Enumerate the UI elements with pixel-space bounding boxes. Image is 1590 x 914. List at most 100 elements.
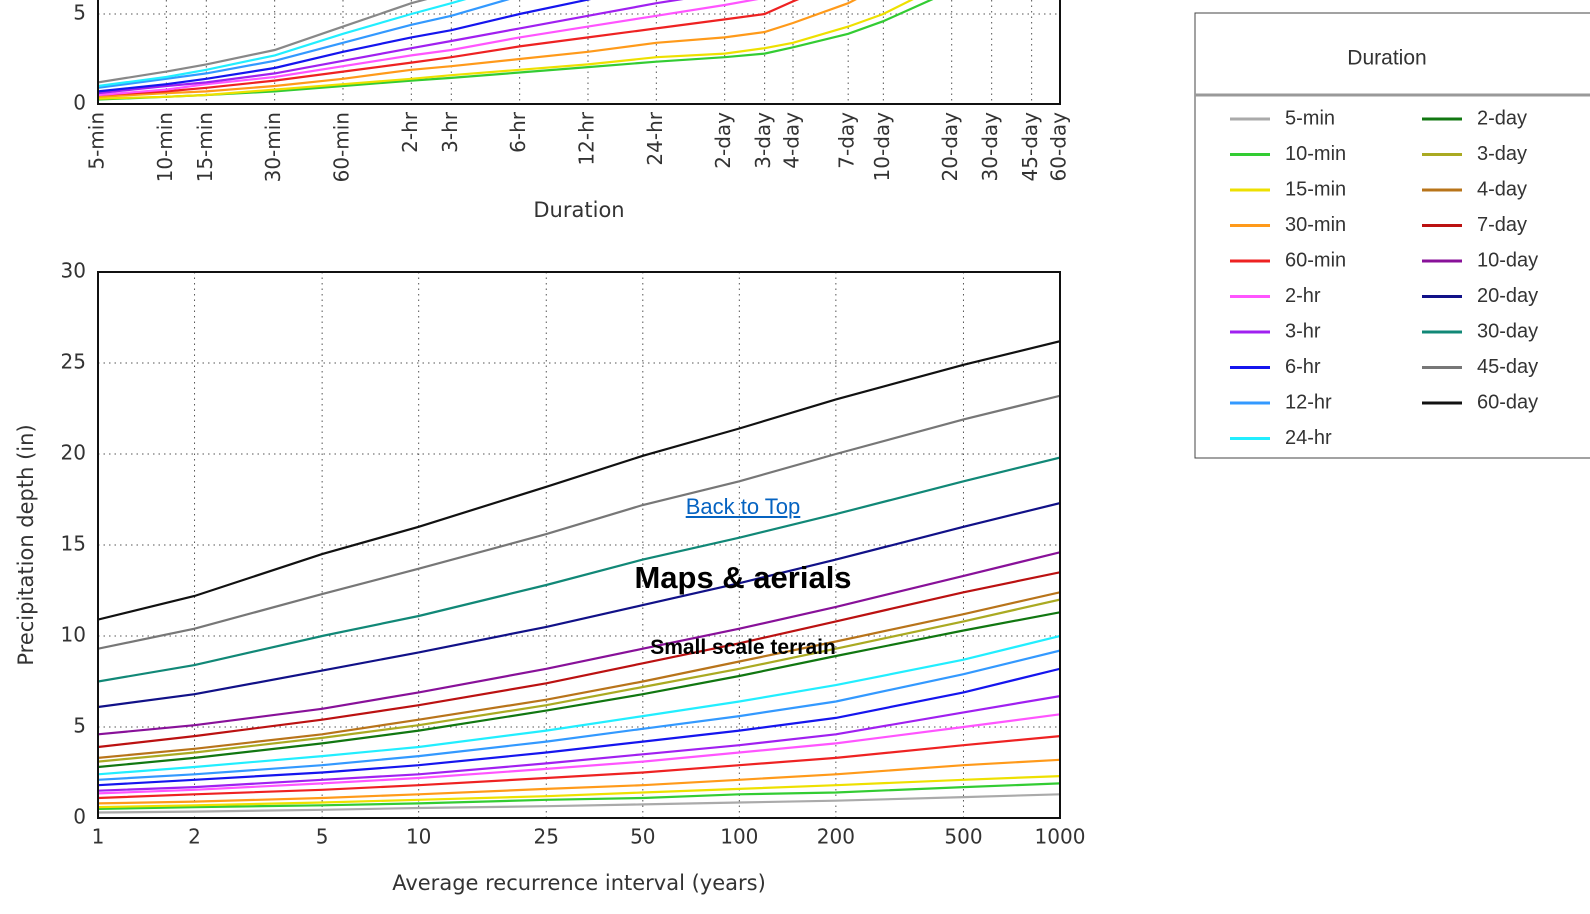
- series-line: [98, 0, 914, 100]
- x-tick-label: 5-min: [85, 112, 109, 170]
- x-tick-label: 12-hr: [574, 111, 598, 165]
- legend-label: 60-day: [1477, 391, 1538, 413]
- x-tick-label: 2-day: [711, 112, 735, 169]
- series-line: [98, 611, 1060, 769]
- legend-label: 12-hr: [1285, 391, 1332, 413]
- y-tick-label: 10: [61, 623, 86, 647]
- y-tick-label: 25: [61, 350, 86, 374]
- y-tick-label: 30: [61, 259, 86, 283]
- y-axis-label: Precipitation depth (in): [14, 424, 38, 665]
- section-subheading: Small scale terrain: [650, 636, 836, 659]
- lines: [98, 0, 934, 101]
- series-line: [98, 782, 1060, 810]
- y-tick-label: 15: [61, 532, 86, 556]
- series-line: [98, 598, 1060, 763]
- y-tick-label: 0: [73, 91, 86, 115]
- series-line: [98, 551, 1060, 736]
- x-tick-label: 20-day: [938, 112, 962, 182]
- legend-label: 30-day: [1477, 320, 1538, 342]
- legend-label: 45-day: [1477, 356, 1538, 378]
- lines: [98, 340, 1060, 814]
- legend-box: [1194, 12, 1590, 459]
- x-tick-label: 2: [188, 825, 201, 849]
- legend-label: 4-day: [1477, 178, 1527, 200]
- legend-label: 24-hr: [1285, 427, 1332, 449]
- x-axis-label: Duration: [533, 198, 624, 222]
- y-tick-label: 0: [73, 805, 86, 829]
- x-tick-label: 4-day: [780, 112, 804, 169]
- x-tick-label: 200: [817, 825, 855, 849]
- legend-label: 30-min: [1285, 214, 1346, 236]
- x-tick-label: 7-day: [835, 112, 859, 169]
- legend-label: 3-day: [1477, 143, 1527, 165]
- legend-label: 7-day: [1477, 214, 1527, 236]
- series-line: [98, 649, 1060, 781]
- series-line: [98, 0, 857, 98]
- x-tick-label: 24-hr: [643, 111, 667, 165]
- series-line: [98, 0, 510, 89]
- legend-label: 60-min: [1285, 249, 1346, 271]
- section-heading: Maps & aerials: [634, 560, 852, 595]
- plot-frame: [97, 0, 1061, 105]
- legend-title: Duration: [1347, 47, 1426, 70]
- x-tick-label: 6-hr: [506, 111, 530, 153]
- x-tick-label: 100: [720, 825, 758, 849]
- y-tick-label: 5: [73, 1, 86, 25]
- y-tick-label: 5: [73, 714, 86, 738]
- series-line: [98, 713, 1060, 795]
- series-line: [98, 0, 934, 101]
- x-tick-label: 60-min: [329, 112, 353, 182]
- series-line: [98, 502, 1060, 709]
- legend-label: 2-day: [1477, 107, 1527, 129]
- x-tick-label: 1000: [1035, 825, 1086, 849]
- y-tick-label: 20: [61, 441, 86, 465]
- legend-label: 10-min: [1285, 143, 1346, 165]
- x-tick-label: 50: [630, 825, 655, 849]
- legend-label: 15-min: [1285, 178, 1346, 200]
- x-tick-label: 3-day: [751, 112, 775, 169]
- x-tick-label: 500: [944, 825, 982, 849]
- series-line: [98, 0, 684, 95]
- series-line: [98, 775, 1060, 809]
- legend-label: 3-hr: [1285, 320, 1321, 342]
- x-tick-label: 15-min: [193, 112, 217, 182]
- x-tick-label: 1: [92, 825, 105, 849]
- series-line: [98, 0, 800, 97]
- x-tick-label: 30-min: [261, 112, 285, 182]
- back-to-top-link[interactable]: Back to Top: [685, 494, 801, 519]
- series-line: [98, 591, 1060, 759]
- legend-label: 6-hr: [1285, 356, 1321, 378]
- series-line: [98, 695, 1060, 792]
- series-line: [98, 456, 1060, 683]
- series-line: [98, 793, 1060, 814]
- x-tick-label: 10: [406, 825, 431, 849]
- x-tick-label: 5: [316, 825, 329, 849]
- series-line: [98, 0, 428, 84]
- series-line: [98, 340, 1060, 621]
- legend-label: 2-hr: [1285, 285, 1321, 307]
- x-tick-label: 60-day: [1047, 112, 1071, 182]
- x-axis-label: Average recurrence interval (years): [392, 871, 766, 895]
- series-line: [98, 0, 467, 88]
- x-tick-label: 10-day: [870, 112, 894, 182]
- series-line: [98, 735, 1060, 800]
- series-line: [98, 0, 759, 97]
- x-tick-label: 30-day: [978, 112, 1002, 182]
- x-tick-label: 3-hr: [438, 111, 462, 153]
- series-line: [98, 0, 592, 93]
- series-line: [98, 634, 1060, 776]
- legend-label: 10-day: [1477, 249, 1538, 271]
- series-line: [98, 667, 1060, 787]
- series-line: [98, 758, 1060, 805]
- plot-frame: [97, 271, 1061, 819]
- x-tick-label: 45-day: [1018, 112, 1042, 182]
- x-tick-label: 10-min: [153, 112, 177, 182]
- series-line: [98, 571, 1060, 749]
- x-tick-label: 25: [534, 825, 559, 849]
- legend-label: 5-min: [1285, 107, 1335, 129]
- x-tick-label: 2-hr: [398, 111, 422, 153]
- legend-label: 20-day: [1477, 285, 1538, 307]
- series-line: [98, 394, 1060, 650]
